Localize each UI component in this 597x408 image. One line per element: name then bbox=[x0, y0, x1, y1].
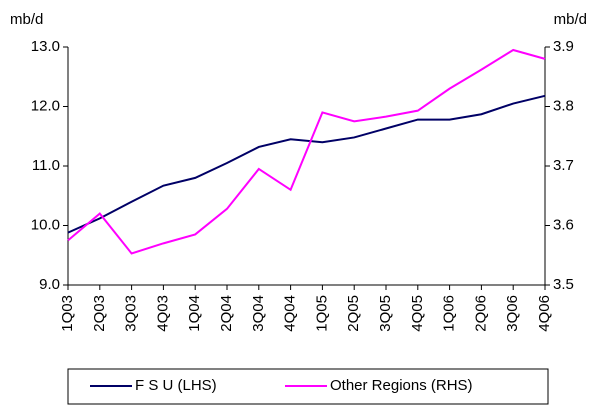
y-tick-label: 11.0 bbox=[32, 157, 60, 174]
y2-tick-label: 3.8 bbox=[553, 97, 574, 114]
legend-label: F S U (LHS) bbox=[135, 377, 217, 394]
y-axis-label: mb/d bbox=[10, 11, 43, 28]
x-tick-label: 4Q04 bbox=[282, 295, 299, 332]
x-tick-label: 1Q06 bbox=[441, 295, 458, 332]
x-tick-label: 1Q03 bbox=[59, 295, 76, 332]
y2-tick-label: 3.6 bbox=[553, 216, 574, 233]
series-line bbox=[67, 48, 546, 255]
y-tick-label: 10.0 bbox=[31, 216, 60, 233]
x-tick-label: 2Q04 bbox=[218, 295, 235, 332]
x-tick-label: 3Q04 bbox=[250, 295, 267, 332]
y2-tick-label: 3.9 bbox=[553, 38, 574, 55]
x-tick-label: 2Q05 bbox=[345, 295, 362, 332]
y2-tick-label: 3.7 bbox=[553, 157, 574, 174]
series-line bbox=[67, 94, 546, 234]
x-tick-label: 4Q03 bbox=[154, 295, 171, 332]
y-tick-label: 12.0 bbox=[31, 97, 60, 114]
x-tick-label: 3Q06 bbox=[504, 295, 521, 332]
y-tick-label: 13.0 bbox=[31, 38, 60, 55]
x-tick-label: 3Q03 bbox=[123, 295, 140, 332]
x-tick-label: 1Q04 bbox=[186, 295, 203, 332]
x-tick-label: 2Q03 bbox=[91, 295, 108, 332]
legend-label: Other Regions (RHS) bbox=[330, 377, 473, 394]
y-tick-label: 9.0 bbox=[39, 276, 60, 293]
legend-box bbox=[67, 368, 549, 405]
y2-tick-label: 3.5 bbox=[553, 276, 574, 293]
x-tick-label: 1Q05 bbox=[313, 295, 330, 332]
x-tick-label: 4Q05 bbox=[409, 295, 426, 332]
y2-axis-label: mb/d bbox=[554, 11, 587, 28]
x-tick-label: 3Q05 bbox=[377, 295, 394, 332]
x-tick-label: 2Q06 bbox=[472, 295, 489, 332]
x-tick-label: 4Q06 bbox=[536, 295, 553, 332]
